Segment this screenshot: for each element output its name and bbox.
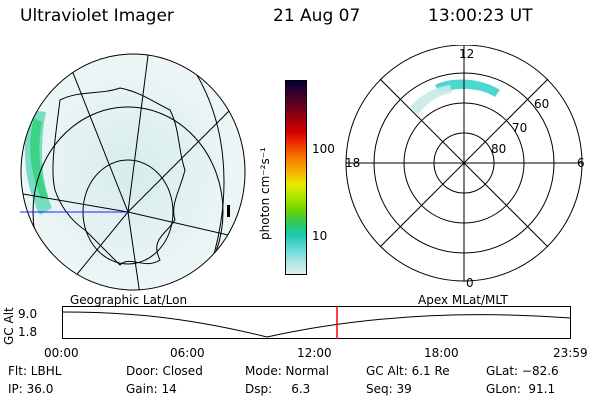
info-door: Door: Closed (126, 364, 203, 378)
colorbar-tick-10: 10 (312, 229, 328, 243)
altitude-timeline (62, 306, 571, 339)
time-label: 13:00:23 UT (428, 6, 533, 26)
instrument-title: Ultraviolet Imager (20, 6, 174, 26)
geographic-map (20, 53, 246, 291)
mlat-label-60: 60 (534, 97, 550, 111)
mlt-label-18: 18 (345, 156, 361, 170)
xtick-1800: 18:00 (424, 346, 459, 360)
mlt-label-12: 12 (459, 47, 475, 61)
xtick-0000: 00:00 (44, 346, 79, 360)
date-label: 21 Aug 07 (273, 6, 361, 26)
timeline-ylabel: GC Alt (2, 307, 16, 345)
info-gc-alt: GC Alt: 6.1 Re (366, 364, 450, 378)
info-glat: GLat: −82.6 (486, 364, 559, 378)
colorbar-tick-100: 100 (312, 142, 335, 156)
xtick-1200: 12:00 (297, 346, 332, 360)
mlat-label-70: 70 (512, 121, 528, 135)
mlat-label-80: 80 (491, 142, 507, 156)
xtick-0600: 06:00 (170, 346, 205, 360)
ytick-1-8: 1.8 (18, 325, 38, 339)
info-glon: GLon: 91.1 (486, 382, 556, 396)
coastline (52, 87, 186, 266)
mlt-label-0: 0 (466, 276, 474, 290)
info-seq: Seq: 39 (366, 382, 412, 396)
geo-panel-label: Geographic Lat/Lon (70, 293, 188, 307)
colorbar-unit-label: photon cm⁻²s⁻¹ (258, 147, 272, 240)
auroral-oval (435, 79, 500, 97)
polar-map (345, 45, 583, 282)
info-mode: Mode: Normal (245, 364, 329, 378)
info-dsp: Dsp: 6.3 (245, 382, 311, 396)
polar-panel-label: Apex MLat/MLT (418, 293, 508, 307)
info-filter: Flt: LBHL (8, 364, 62, 378)
mlt-label-6: 6 (577, 156, 585, 170)
ytick-9: 9.0 (18, 307, 38, 321)
info-gain: Gain: 14 (126, 382, 177, 396)
colorbar (285, 80, 307, 275)
xtick-2359: 23:59 (553, 346, 588, 360)
altitude-curve (62, 311, 571, 338)
info-ip: IP: 36.0 (8, 382, 54, 396)
